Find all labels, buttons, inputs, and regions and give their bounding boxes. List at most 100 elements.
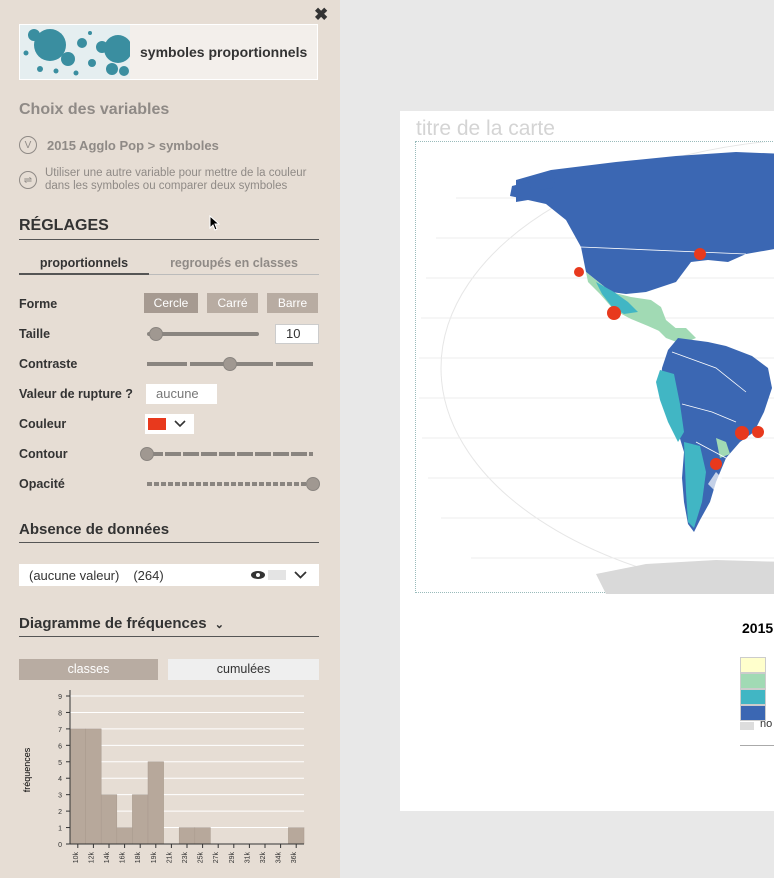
histogram-bar bbox=[178, 827, 196, 845]
map-card: titre de la carte bbox=[400, 111, 774, 811]
legend-nodata-swatch bbox=[740, 722, 754, 730]
histogram-bar bbox=[69, 728, 86, 845]
contraste-slider-handle[interactable] bbox=[223, 357, 237, 371]
city-symbol bbox=[607, 306, 621, 320]
absence-value: (aucune valeur) bbox=[29, 567, 120, 583]
histogram-x-tick-label: 18k bbox=[135, 852, 142, 864]
nodata-color-swatch[interactable] bbox=[268, 570, 286, 580]
histogram-bar bbox=[85, 728, 102, 845]
opacite-label: Opacité bbox=[19, 477, 65, 491]
world-map bbox=[419, 140, 774, 596]
histogram-y-tick-label: 9 bbox=[58, 694, 62, 701]
histogram-y-tick-label: 4 bbox=[58, 776, 62, 783]
taille-input[interactable]: 10 bbox=[275, 324, 319, 344]
city-symbol bbox=[752, 426, 764, 438]
histogram-y-tick-label: 3 bbox=[58, 793, 62, 800]
tab-proportionnels[interactable]: proportionnels bbox=[19, 253, 149, 275]
freq-tab-cumulees[interactable]: cumulées bbox=[168, 659, 319, 680]
legend-class-swatch bbox=[740, 673, 766, 689]
rupture-label: Valeur de rupture ? bbox=[19, 387, 133, 401]
histogram-x-tick-label: 23k bbox=[182, 852, 189, 864]
taille-slider[interactable] bbox=[147, 332, 259, 336]
histogram-y-tick-label: 2 bbox=[58, 809, 62, 816]
histogram-x-tick-label: 12k bbox=[88, 852, 95, 864]
chevron-down-icon bbox=[174, 417, 186, 431]
histogram-y-tick-label: 6 bbox=[58, 743, 62, 750]
legend-class-swatch bbox=[740, 689, 766, 705]
frequency-histogram: 0 1 2 3 4 5 6 7 8 9 10k 12k 14k 16k 18k 19k 21k 23k 25k 27k… bbox=[22, 690, 305, 864]
symbol-mode-tabs: proportionnels regroupés en classes bbox=[19, 253, 319, 275]
histogram-x-tick-label: 19k bbox=[151, 852, 158, 864]
histogram-x-tick-label: 29k bbox=[229, 852, 236, 864]
shape-carre-button[interactable]: Carré bbox=[207, 293, 258, 313]
rupture-input[interactable]: aucune bbox=[146, 384, 217, 404]
map-title[interactable]: titre de la carte bbox=[416, 117, 555, 140]
histogram-x-tick-label: 32k bbox=[260, 852, 267, 864]
freq-tab-classes[interactable]: classes bbox=[19, 659, 158, 680]
histogram-y-tick-label: 1 bbox=[58, 826, 62, 833]
contour-slider-handle[interactable] bbox=[140, 447, 154, 461]
reglages-heading: RÉGLAGES bbox=[19, 217, 319, 240]
taille-label: Taille bbox=[19, 327, 51, 341]
alt-variable-note: Utiliser une autre variable pour mettre … bbox=[45, 167, 307, 192]
city-symbol bbox=[694, 248, 706, 260]
shape-cercle-button[interactable]: Cercle bbox=[144, 293, 198, 313]
couleur-picker[interactable] bbox=[145, 414, 194, 434]
freq-heading[interactable]: Diagramme de fréquences ⌄ bbox=[19, 615, 319, 637]
country-borders bbox=[580, 246, 747, 459]
histogram-bar bbox=[194, 827, 211, 845]
histogram-y-tick-label: 5 bbox=[58, 760, 62, 767]
color-swatch bbox=[148, 418, 166, 430]
settings-panel: ✖ symboles proportionnels Choix des vari… bbox=[0, 0, 340, 878]
histogram-x-tick-label: 34k bbox=[276, 852, 283, 864]
contraste-label: Contraste bbox=[19, 357, 78, 371]
histogram-x-tick-label: 25k bbox=[198, 852, 205, 864]
chevron-down-icon[interactable] bbox=[294, 571, 307, 579]
alt-variable-row[interactable]: ⇌ Utiliser une autre variable pour mettr… bbox=[19, 167, 315, 193]
legend-nodata-label: no bbox=[760, 718, 773, 730]
map-frame[interactable] bbox=[415, 140, 774, 596]
histogram-bar bbox=[100, 794, 118, 845]
taille-slider-handle[interactable] bbox=[148, 327, 163, 341]
shape-barre-button[interactable]: Barre bbox=[267, 293, 318, 313]
map-type-title: symboles proportionnels bbox=[140, 44, 308, 60]
histogram-y-label: fréquences bbox=[22, 747, 32, 792]
americas-landmass bbox=[510, 152, 774, 594]
absence-select[interactable]: (aucune valeur) (264) bbox=[19, 564, 319, 586]
histogram-x-tick-label: 31k bbox=[244, 852, 251, 864]
tab-regroupes-en-classes[interactable]: regroupés en classes bbox=[149, 253, 319, 275]
variable-icon: V bbox=[19, 136, 37, 154]
city-symbol bbox=[710, 458, 722, 470]
variable-name: 2015 Agglo Pop > symboles bbox=[47, 137, 219, 153]
legend-class-swatch bbox=[740, 657, 766, 673]
histogram-x-tick-label: 10k bbox=[73, 852, 80, 864]
absence-heading: Absence de données bbox=[19, 521, 319, 543]
opacite-slider-handle[interactable] bbox=[306, 477, 320, 491]
swap-icon: ⇌ bbox=[19, 171, 37, 189]
legend-title: 2015 bbox=[742, 620, 774, 636]
variable-row[interactable]: V 2015 Agglo Pop > symboles bbox=[19, 136, 219, 154]
legend-class-swatch bbox=[740, 705, 766, 721]
city-symbol bbox=[735, 426, 749, 440]
choix-variables-heading: Choix des variables bbox=[19, 101, 170, 118]
map-type-card[interactable]: symboles proportionnels bbox=[19, 24, 318, 80]
histogram-x-tick-label: 14k bbox=[104, 852, 111, 864]
histogram-x-tick-label: 36k bbox=[291, 852, 298, 864]
cursor-icon bbox=[209, 215, 220, 231]
contour-label: Contour bbox=[19, 447, 68, 461]
proportional-symbols-thumbnail bbox=[20, 25, 130, 79]
freq-title: Diagramme de fréquences bbox=[19, 615, 207, 632]
histogram-bar bbox=[147, 761, 164, 845]
histogram-x-tick-label: 21k bbox=[166, 852, 173, 864]
opacite-slider[interactable] bbox=[147, 482, 313, 486]
histogram-bar bbox=[288, 827, 305, 845]
contour-slider[interactable] bbox=[147, 452, 313, 456]
histogram-x-tick-label: 27k bbox=[213, 852, 220, 864]
histogram-bar bbox=[116, 827, 133, 845]
histogram-y-tick-label: 8 bbox=[58, 710, 62, 717]
close-icon[interactable]: ✖ bbox=[314, 5, 329, 24]
chevron-down-icon: ⌄ bbox=[214, 619, 224, 631]
forme-label: Forme bbox=[19, 297, 58, 311]
eye-icon[interactable] bbox=[250, 570, 266, 580]
city-symbol bbox=[574, 267, 584, 277]
